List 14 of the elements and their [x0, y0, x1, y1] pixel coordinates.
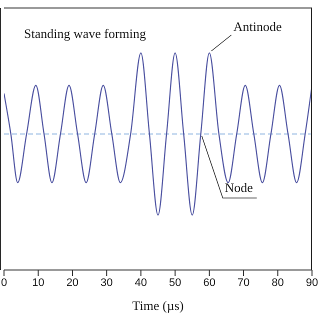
x-tick-label: 80 — [272, 276, 284, 289]
x-tick-label: 10 — [32, 276, 44, 289]
x-tick-label: 0 — [0, 276, 8, 289]
x-tick-label: 30 — [100, 276, 113, 289]
x-tick-label: 20 — [66, 276, 79, 289]
x-tick-label: 90 — [306, 276, 318, 289]
x-tick-label: 60 — [203, 276, 216, 289]
annotation: Node — [224, 180, 254, 195]
x-tick-label: 70 — [237, 276, 250, 289]
text: Standing wave forming — [24, 26, 146, 42]
x-tick-label: 40 — [134, 276, 148, 289]
annotation: Antinode — [233, 19, 282, 34]
x-tick-label: 50 — [168, 276, 182, 289]
x-axis-title: Time (µs) — [132, 298, 184, 313]
